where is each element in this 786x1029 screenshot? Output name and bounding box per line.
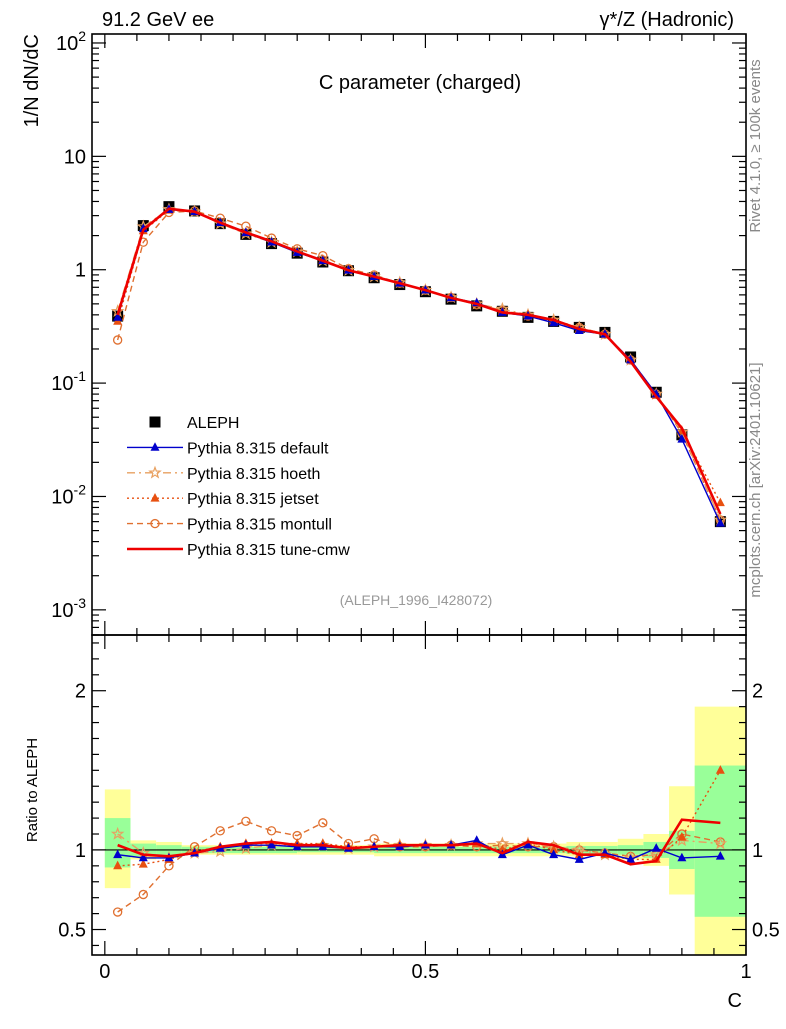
legend-label-hoeth: Pythia 8.315 hoeth <box>187 466 320 483</box>
legend-marker-default <box>150 442 160 451</box>
series-cmw <box>116 207 722 515</box>
main-y-tick-label: 102 <box>56 28 86 55</box>
main-y-tick-label: 10-3 <box>51 595 86 622</box>
main-y-tick-label: 10-2 <box>51 481 86 508</box>
legend: ALEPH Pythia 8.315 default Pythia 8.315 ho… <box>127 415 350 559</box>
ratio-point-default-17 <box>549 849 559 859</box>
header-left-label: 91.2 GeV ee <box>102 9 214 31</box>
ratio-point-default-21 <box>651 843 661 852</box>
ratio-point-default-0 <box>113 849 123 859</box>
ratio-point-hoeth-0 <box>110 826 125 840</box>
main-y-tick-label: 1 <box>75 260 86 282</box>
legend-marker-hoeth <box>148 465 162 479</box>
ratio-ylabel: Ratio to ALEPH <box>24 738 41 842</box>
ratio-y-tick-label-left: 0.5 <box>58 920 86 942</box>
point-montull-0 <box>112 335 123 345</box>
point-default-0 <box>113 312 123 321</box>
ratio-point-default-22 <box>677 852 687 862</box>
x-axis-label: C <box>728 990 742 1012</box>
ratio-plot-frame <box>91 634 747 956</box>
ratio-point-default-6 <box>267 839 277 849</box>
side-text-top: Rivet 4.1.0, ≥ 100k events <box>747 59 764 232</box>
ratio-point-jetset-1 <box>138 859 148 868</box>
ratio-point-montull-0 <box>112 907 123 917</box>
legend-label-jetset: Pythia 8.315 jetset <box>187 491 319 508</box>
ratio-point-montull-6 <box>266 826 277 836</box>
ratio-point-hoeth-23 <box>713 836 728 850</box>
point-default-22 <box>677 434 687 443</box>
main-y-tick-label: 10 <box>64 146 86 168</box>
legend-label-data: ALEPH <box>187 415 239 432</box>
side-text-bottom: mcplots.cern.ch [arXiv:2401.10621] <box>747 362 764 597</box>
legend-marker-jetset <box>150 493 160 502</box>
ratio-point-jetset-0 <box>113 860 123 870</box>
point-jetset-23 <box>715 497 725 507</box>
x-tick-label: 1 <box>740 961 751 983</box>
ratio-point-jetset-22 <box>677 832 687 841</box>
ratio-point-montull-8 <box>318 818 328 828</box>
ratio-point-montull-1 <box>138 889 148 900</box>
ratio-y-tick-label-left: 2 <box>75 681 86 703</box>
legend-label-cmw: Pythia 8.315 tune-cmw <box>187 542 350 559</box>
point-default-1 <box>138 223 148 233</box>
ratio-point-default-18 <box>574 854 584 863</box>
point-default-23 <box>715 518 725 527</box>
ratio-point-hoeth-22 <box>675 833 689 847</box>
ratio-y-tick-label-right: 2 <box>752 681 763 703</box>
main-y-tick-label: 10-1 <box>51 368 86 395</box>
chart-title: C parameter (charged) <box>319 72 521 94</box>
point-default-20 <box>626 354 636 364</box>
ratio-point-jetset-23 <box>715 765 725 774</box>
ratio-point-default-20 <box>626 854 636 863</box>
analysis-annotation: (ALEPH_1996_I428072) <box>340 592 493 608</box>
ratio-point-default-16 <box>523 839 533 849</box>
ratio-band-inner-0 <box>104 818 131 868</box>
point-default-17 <box>549 317 559 327</box>
ratio-y-tick-label-left: 1 <box>75 840 86 862</box>
header-right-label: γ*/Z (Hadronic) <box>600 9 734 31</box>
ratio-series-cmw <box>117 818 721 866</box>
ratio-line-montull <box>117 820 721 913</box>
ratio-band-inner-10 <box>694 765 746 917</box>
legend-label-default: Pythia 8.315 default <box>187 440 329 457</box>
ratio-y-tick-label-right: 1 <box>752 840 763 862</box>
ratio-point-montull-5 <box>241 816 251 826</box>
x-tick-label: 0.5 <box>412 961 440 983</box>
legend-label-montull: Pythia 8.315 montull <box>187 517 332 534</box>
ratio-series-montull <box>112 816 726 917</box>
ratio-point-montull-4 <box>215 826 225 836</box>
ratio-y-tick-label-right: 0.5 <box>752 920 780 942</box>
ratio-line-cmw <box>117 818 721 866</box>
legend-marker-data <box>149 416 161 428</box>
ratio-point-default-1 <box>138 852 148 862</box>
line-cmw <box>116 207 722 515</box>
ratio-point-montull-2 <box>164 861 174 871</box>
ratio-point-jetset-17 <box>549 844 559 854</box>
main-ylabel: 1/N dN/dC <box>21 34 43 127</box>
legend-marker-montull <box>150 518 160 529</box>
ratio-point-default-23 <box>715 851 725 860</box>
ratio-point-default-14 <box>472 835 482 844</box>
x-tick-label: 0 <box>99 961 110 983</box>
